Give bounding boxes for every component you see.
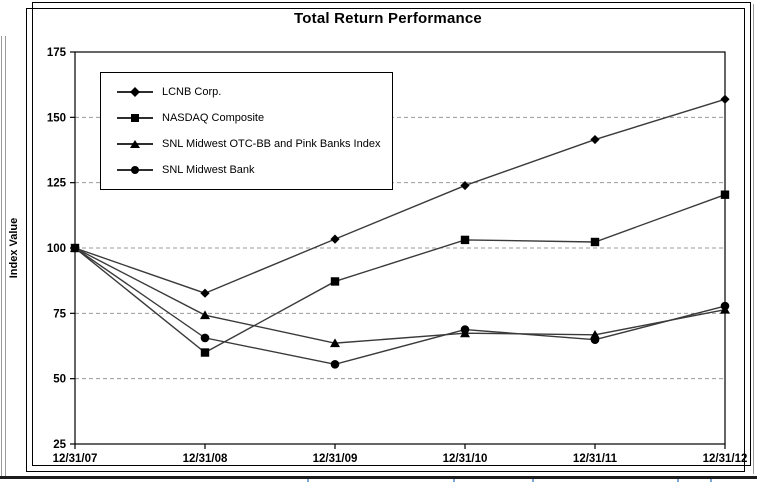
- legend-item-nasdaq-composite: NASDAQ Composite: [117, 112, 388, 124]
- line-swatch: [117, 87, 153, 97]
- x-tick-label: 12/31/11: [573, 453, 618, 465]
- chart-outer-frame: [32, 2, 751, 466]
- cropped-table-column-divider: [307, 479, 309, 482]
- x-axis: 12/31/07 12/31/08 12/31/09 12/31/10 12/31/11…: [53, 444, 748, 465]
- legend-label: SNL Midwest Bank: [162, 164, 255, 176]
- y-tick-label: 75: [53, 308, 66, 320]
- line-swatch: [117, 165, 153, 175]
- cropped-table-top-rule: [0, 476, 757, 479]
- y-tick-label: 175: [47, 47, 67, 59]
- legend-box: LCNB Corp. NASDAQ Composite SNL Midwest …: [100, 72, 393, 190]
- y-tick-label: 25: [53, 439, 66, 451]
- legend-item-lcnb-corp: LCNB Corp.: [117, 86, 388, 98]
- x-tick-label: 12/31/12: [703, 453, 748, 465]
- cropped-table-column-divider: [677, 479, 679, 482]
- x-tick-label: 12/31/09: [313, 453, 358, 465]
- chart-inner-frame: [26, 8, 745, 472]
- y-tick-label: 100: [47, 243, 66, 255]
- series-3: [70, 243, 730, 369]
- y-axis: 25 50 75 100 125 150 175: [47, 47, 75, 451]
- document-right-border: [753, 4, 754, 474]
- triangle-marker-icon: [130, 140, 140, 148]
- circle-marker-icon: [131, 166, 139, 174]
- series-1: [70, 190, 730, 357]
- cropped-table-column-divider: [532, 479, 534, 482]
- line-swatch: [117, 113, 153, 123]
- legend-item-snl-midwest-otcbb-pink-banks: SNL Midwest OTC-BB and Pink Banks Index: [117, 138, 388, 150]
- series-2: [70, 243, 730, 348]
- cropped-table-column-divider: [710, 479, 712, 482]
- legend-label: NASDAQ Composite: [162, 112, 265, 124]
- y-tick-label: 125: [47, 178, 67, 190]
- legend-label: LCNB Corp.: [162, 86, 222, 98]
- diamond-marker-icon: [130, 87, 140, 97]
- x-tick-label: 12/31/07: [53, 453, 98, 465]
- legend-label: SNL Midwest OTC-BB and Pink Banks Index: [162, 138, 381, 150]
- y-tick-label: 50: [53, 374, 66, 386]
- document-left-border: [1, 36, 6, 476]
- y-tick-label: 150: [47, 112, 66, 124]
- square-marker-icon: [131, 114, 139, 122]
- x-tick-label: 12/31/10: [443, 453, 488, 465]
- chart-title: Total Return Performance: [294, 10, 482, 27]
- x-tick-label: 12/31/08: [183, 453, 228, 465]
- line-swatch: [117, 139, 153, 149]
- legend-item-snl-midwest-bank: SNL Midwest Bank: [117, 164, 388, 176]
- cropped-table-column-divider: [453, 479, 455, 482]
